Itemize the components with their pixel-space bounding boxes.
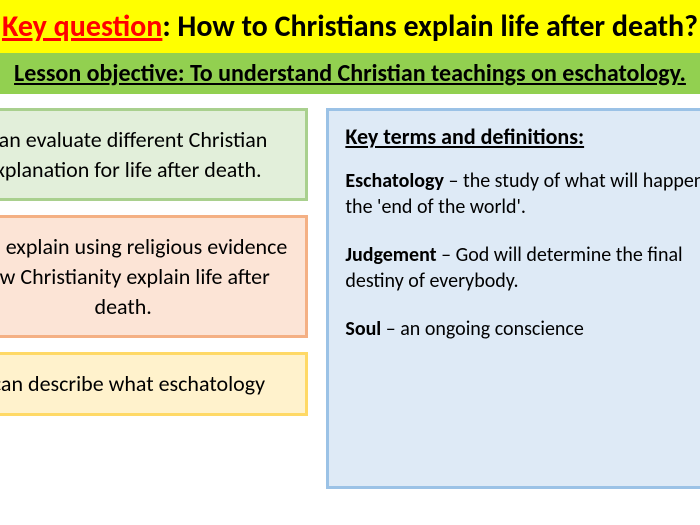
outcome-card-describe: I can describe what eschatology [0, 352, 308, 416]
outcome-card-explain: I can explain using religious evidence h… [0, 215, 308, 338]
question-bar: Key question: How to Christians explain … [0, 0, 700, 53]
keyterms-title: Key terms and definitions: [345, 123, 700, 150]
term-name: Soul [345, 317, 381, 341]
term-name: Eschatology [345, 169, 444, 193]
objective-text: Lesson objective: To understand Christia… [14, 59, 686, 88]
keyterms-panel: Key terms and definitions: Eschatology –… [326, 108, 700, 489]
content-area: I can evaluate different Christian expla… [0, 94, 700, 489]
question-label: Key question [2, 8, 162, 45]
outcomes-column: I can evaluate different Christian expla… [0, 108, 308, 489]
outcome-card-evaluate: I can evaluate different Christian expla… [0, 108, 308, 201]
term-name: Judgement [345, 243, 436, 267]
term-judgement: Judgement – God will determine the final… [345, 242, 700, 294]
term-eschatology: Eschatology – the study of what will hap… [345, 168, 700, 220]
term-soul: Soul – an ongoing conscience [345, 316, 700, 342]
objective-bar: Lesson objective: To understand Christia… [0, 53, 700, 94]
question-text: : How to Christians explain life after d… [162, 8, 698, 45]
term-def: – an ongoing conscience [381, 317, 584, 341]
slide: Key question: How to Christians explain … [0, 0, 700, 525]
